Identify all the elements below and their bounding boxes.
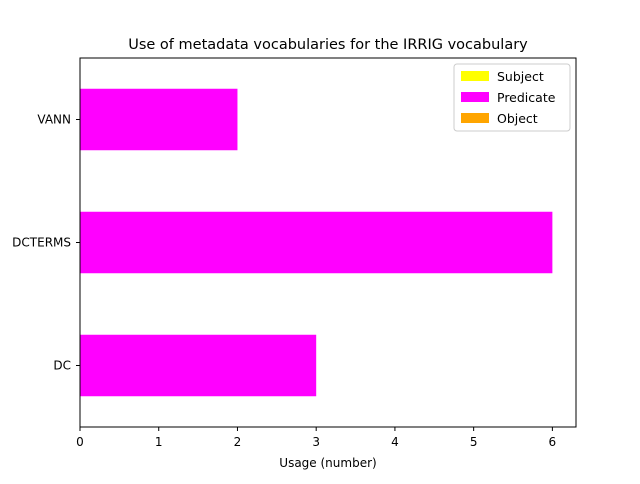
bar-vann-predicate [80,88,238,151]
legend: Subject Predicate Object [453,63,571,132]
bar-dcterms-predicate [80,211,553,274]
legend-swatch-subject [461,71,489,81]
x-tick-label: 0 [76,435,84,449]
chart-title: Use of metadata vocabularies for the IRR… [128,37,528,53]
legend-label-object: Object [497,111,538,126]
y-tick-label: DC [53,359,71,373]
x-tick-label: 1 [155,435,163,449]
x-axis: 0 1 2 3 4 5 6 [76,427,556,449]
x-tick-label: 5 [470,435,478,449]
x-tick-label: 4 [391,435,399,449]
legend-label-predicate: Predicate [497,90,556,105]
x-tick-label: 3 [312,435,320,449]
legend-swatch-predicate [461,92,489,102]
y-axis: DC DCTERMS VANN [12,113,80,373]
bars-group [80,88,553,397]
x-axis-label: Usage (number) [279,456,376,470]
legend-swatch-object [461,113,489,123]
x-tick-label: 2 [234,435,242,449]
bar-dc-predicate [80,334,317,397]
legend-label-subject: Subject [497,69,544,84]
y-tick-label: VANN [37,113,71,127]
x-tick-label: 6 [549,435,557,449]
y-tick-label: DCTERMS [12,236,71,250]
